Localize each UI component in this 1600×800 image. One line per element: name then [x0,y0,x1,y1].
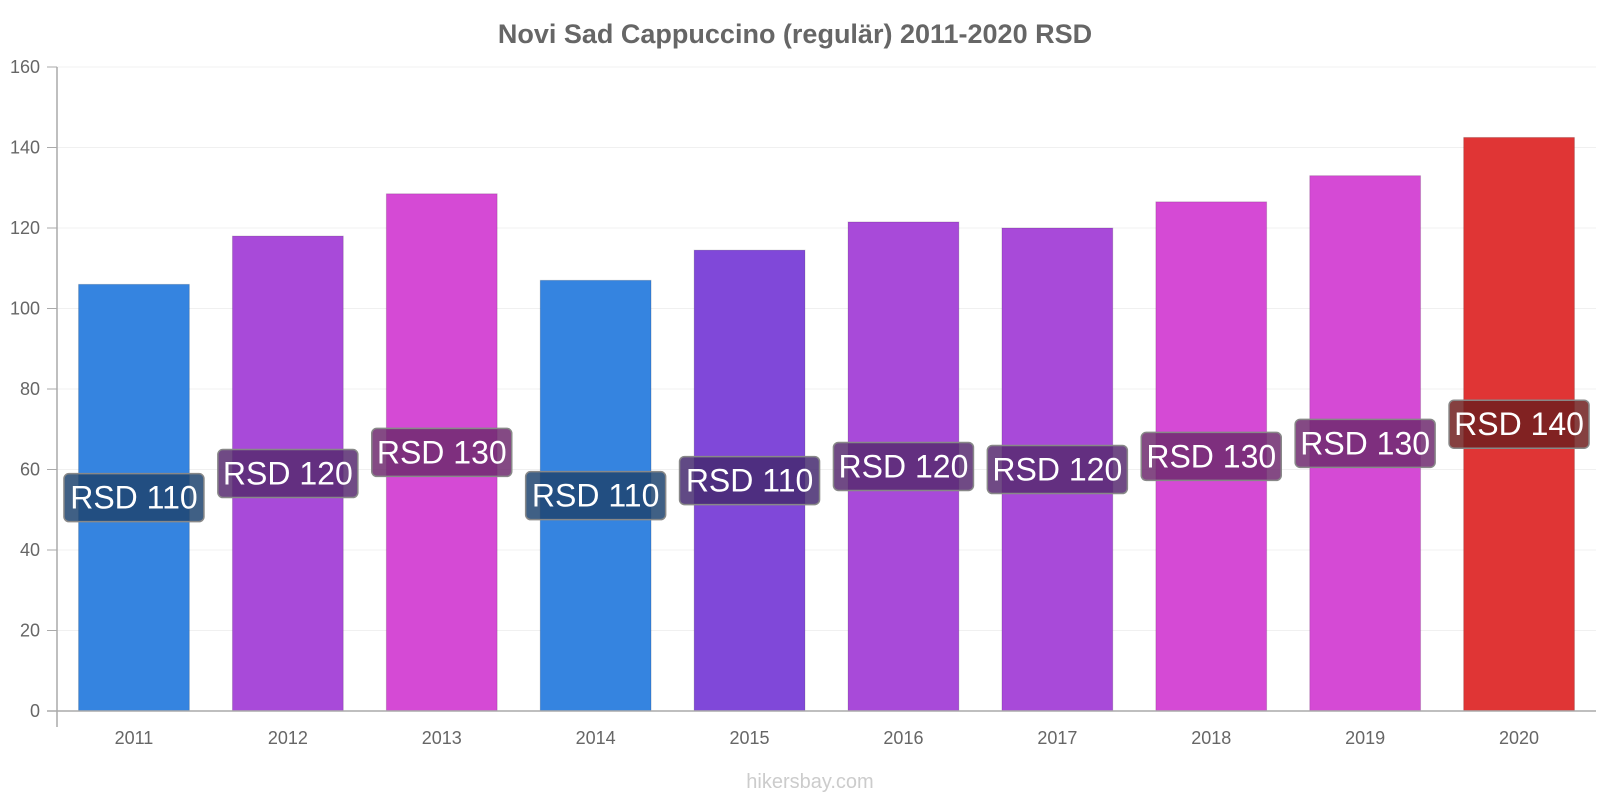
data-label: RSD 140 [1454,406,1584,442]
data-label-box [524,470,667,521]
data-labels: RSD 110 RSD 120 RSD 130 RSD 110 RSD 110 RSD 1… [63,399,1590,523]
y-tick-label: 100 [10,299,40,319]
data-label: RSD 120 [839,448,969,484]
y-tick-label: 20 [20,621,40,641]
data-label-box [1140,431,1282,482]
x-tick-label: 2018 [1191,728,1231,748]
credit-text: hikersbay.com [746,771,873,793]
y-tick-label: 0 [30,701,40,721]
x-tick-label: 2015 [730,728,770,748]
x-tick-label: 2014 [576,728,616,748]
y-tick-label: 140 [10,138,40,158]
data-label-box [371,427,513,478]
x-tick-label: 2011 [115,728,154,748]
x-tick-label: 2016 [883,728,923,748]
data-label: RSD 130 [1146,438,1276,474]
y-tick-label: 40 [20,540,40,560]
data-label-box [1294,418,1436,469]
data-label-box [832,441,975,492]
data-label: RSD 110 [532,478,659,514]
data-label: RSD 130 [1300,425,1430,461]
x-tick-label: 2013 [422,728,462,748]
y-tick-label: 120 [10,218,40,238]
x-axis: 2011 2012 2013 2014 2015 2016 2017 2018 2019 2020 [47,710,1596,748]
chart-title: Novi Sad Cappuccino (regulär) 2011-2020 … [498,19,1092,49]
y-axis: 0 20 40 60 80 100 120 140 160 [10,57,58,727]
x-tick-label: 2017 [1037,728,1077,748]
y-tick-label: 60 [20,460,40,480]
data-label-box [217,448,359,499]
x-tick-label: 2012 [268,728,308,748]
x-tick-label: 2019 [1345,728,1385,748]
data-label-box [1448,399,1590,449]
data-label: RSD 120 [992,452,1122,488]
x-tick-label: 2020 [1499,728,1539,748]
data-label-box [678,455,821,506]
data-label-box [986,444,1129,495]
data-label: RSD 120 [223,456,353,492]
data-label-box [63,472,205,523]
y-tick-label: 80 [20,379,40,399]
data-label: RSD 130 [377,434,507,470]
data-label: RSD 110 [686,463,813,499]
data-label: RSD 110 [70,480,197,516]
y-tick-label: 160 [10,57,40,77]
